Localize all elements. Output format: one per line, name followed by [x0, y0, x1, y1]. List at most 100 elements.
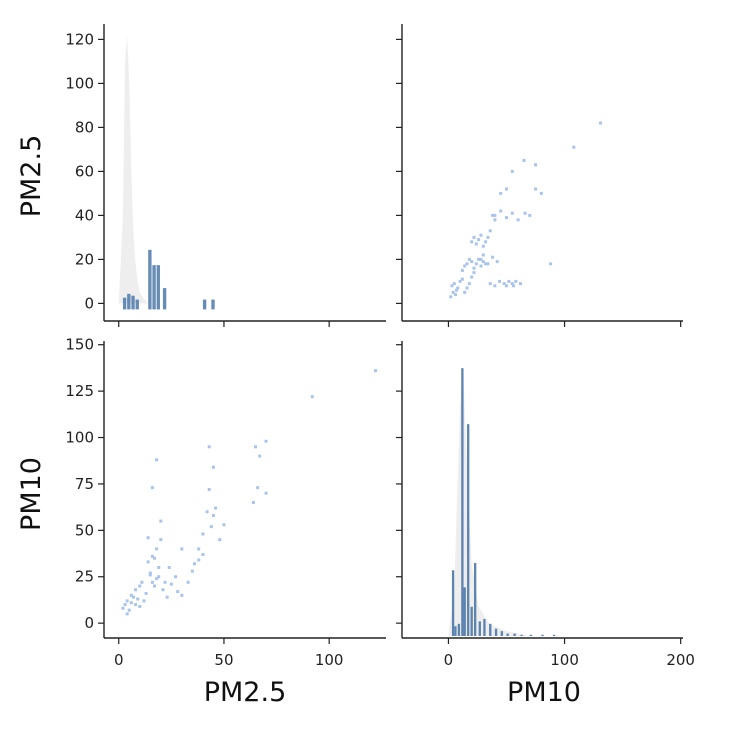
y-tick-label: 80 [75, 118, 94, 136]
scatter-point [157, 565, 161, 569]
scatter-point [155, 547, 159, 551]
scatter-point [146, 560, 150, 564]
scatter-point [507, 279, 511, 283]
hist-bar [461, 368, 464, 636]
hist-bar [473, 562, 477, 636]
scatter-point [150, 554, 154, 558]
scatter-point [465, 286, 469, 290]
scatter-point [467, 257, 471, 261]
hist-bar [454, 626, 457, 636]
scatter-point [190, 569, 194, 573]
hist-bar [463, 587, 466, 636]
scatter-point [493, 284, 497, 288]
y-tick-label: 0 [84, 294, 94, 312]
scatter-point [450, 284, 454, 288]
density-fill [118, 35, 149, 304]
scatter-point [211, 465, 215, 469]
y-axis-title-top: PM2.5 [16, 135, 47, 218]
hist-bar [529, 634, 533, 636]
scatter-point [138, 604, 142, 608]
x-tick-label: 0 [444, 651, 454, 669]
scatter-point [201, 532, 205, 536]
scatter-point [481, 260, 485, 264]
scatter-point [148, 573, 152, 577]
hist-bar [506, 633, 509, 636]
scatter-point [264, 491, 268, 495]
scatter-point [472, 271, 476, 275]
scatter-point [572, 145, 576, 149]
scatter-point [460, 277, 464, 281]
y-tick-label: 25 [75, 568, 94, 586]
scatter-point [474, 262, 478, 266]
scatter-point [463, 264, 467, 268]
scatter-point [472, 235, 476, 239]
scatter-point [510, 169, 514, 173]
scatter-point [169, 582, 173, 586]
scatter-point [201, 552, 205, 556]
hist-bar [211, 299, 215, 310]
hist-bar [500, 631, 504, 636]
y-tick-label: 60 [75, 162, 94, 180]
hist-bar [552, 634, 556, 636]
y-tick-label: 100 [65, 74, 94, 92]
scatter-point [310, 395, 314, 399]
scatter-point [599, 121, 603, 125]
scatter-point [256, 486, 260, 490]
panel-pm10-vs-pm25-scatter [449, 121, 603, 299]
hist-bar [152, 265, 156, 310]
scatter-point [493, 218, 497, 222]
scatter-point [516, 218, 520, 222]
hist-bar [122, 297, 127, 310]
scatter-point [498, 279, 502, 283]
x-tick-label: 100 [315, 651, 344, 669]
scatter-point [474, 242, 478, 246]
scatter-point [463, 290, 467, 294]
scatter-point [222, 523, 226, 527]
scatter-point [486, 262, 490, 266]
scatter-point [511, 284, 515, 288]
scatter-point [488, 229, 492, 233]
scatter-point [138, 584, 142, 588]
scatter-point [539, 191, 543, 195]
x-tick-label: 0 [114, 651, 124, 669]
scatter-point [153, 556, 157, 560]
x-tick-label: 100 [550, 651, 579, 669]
hist-bar [513, 633, 516, 636]
scatter-point [264, 439, 268, 443]
scatter-point [495, 260, 499, 264]
y-tick-label: 40 [75, 206, 94, 224]
scatter-point [161, 588, 165, 592]
scatter-point [214, 506, 218, 510]
hist-bar [478, 621, 481, 636]
scatter-point [549, 262, 553, 266]
scatter-point [502, 282, 506, 286]
scatter-point [192, 562, 196, 566]
y-tick-label: 120 [65, 30, 94, 48]
scatter-point [493, 213, 497, 217]
scatter-point [125, 599, 129, 603]
scatter-point [518, 282, 522, 286]
scatter-point [491, 213, 495, 217]
hist-bar [127, 293, 131, 310]
scatter-point [510, 211, 514, 215]
scatter-point [479, 257, 483, 261]
scatter-point [186, 580, 190, 584]
scatter-point [125, 612, 129, 616]
scatter-point [140, 580, 144, 584]
hist-bar [156, 265, 160, 310]
scatter-point [157, 575, 161, 579]
hist-bar [467, 424, 470, 636]
scatter-point [523, 211, 527, 215]
scatter-point [134, 588, 138, 592]
scatter-point [499, 191, 503, 195]
hist-bar [451, 570, 455, 636]
scatter-point [144, 591, 148, 595]
scatter-point [127, 608, 131, 612]
scatter-point [479, 264, 483, 268]
y-tick-label: 50 [75, 521, 94, 539]
scatter-point [209, 525, 213, 529]
scatter-point [197, 558, 201, 562]
scatter-point [251, 500, 255, 504]
y-tick-label: 100 [65, 429, 94, 447]
scatter-point [165, 595, 169, 599]
